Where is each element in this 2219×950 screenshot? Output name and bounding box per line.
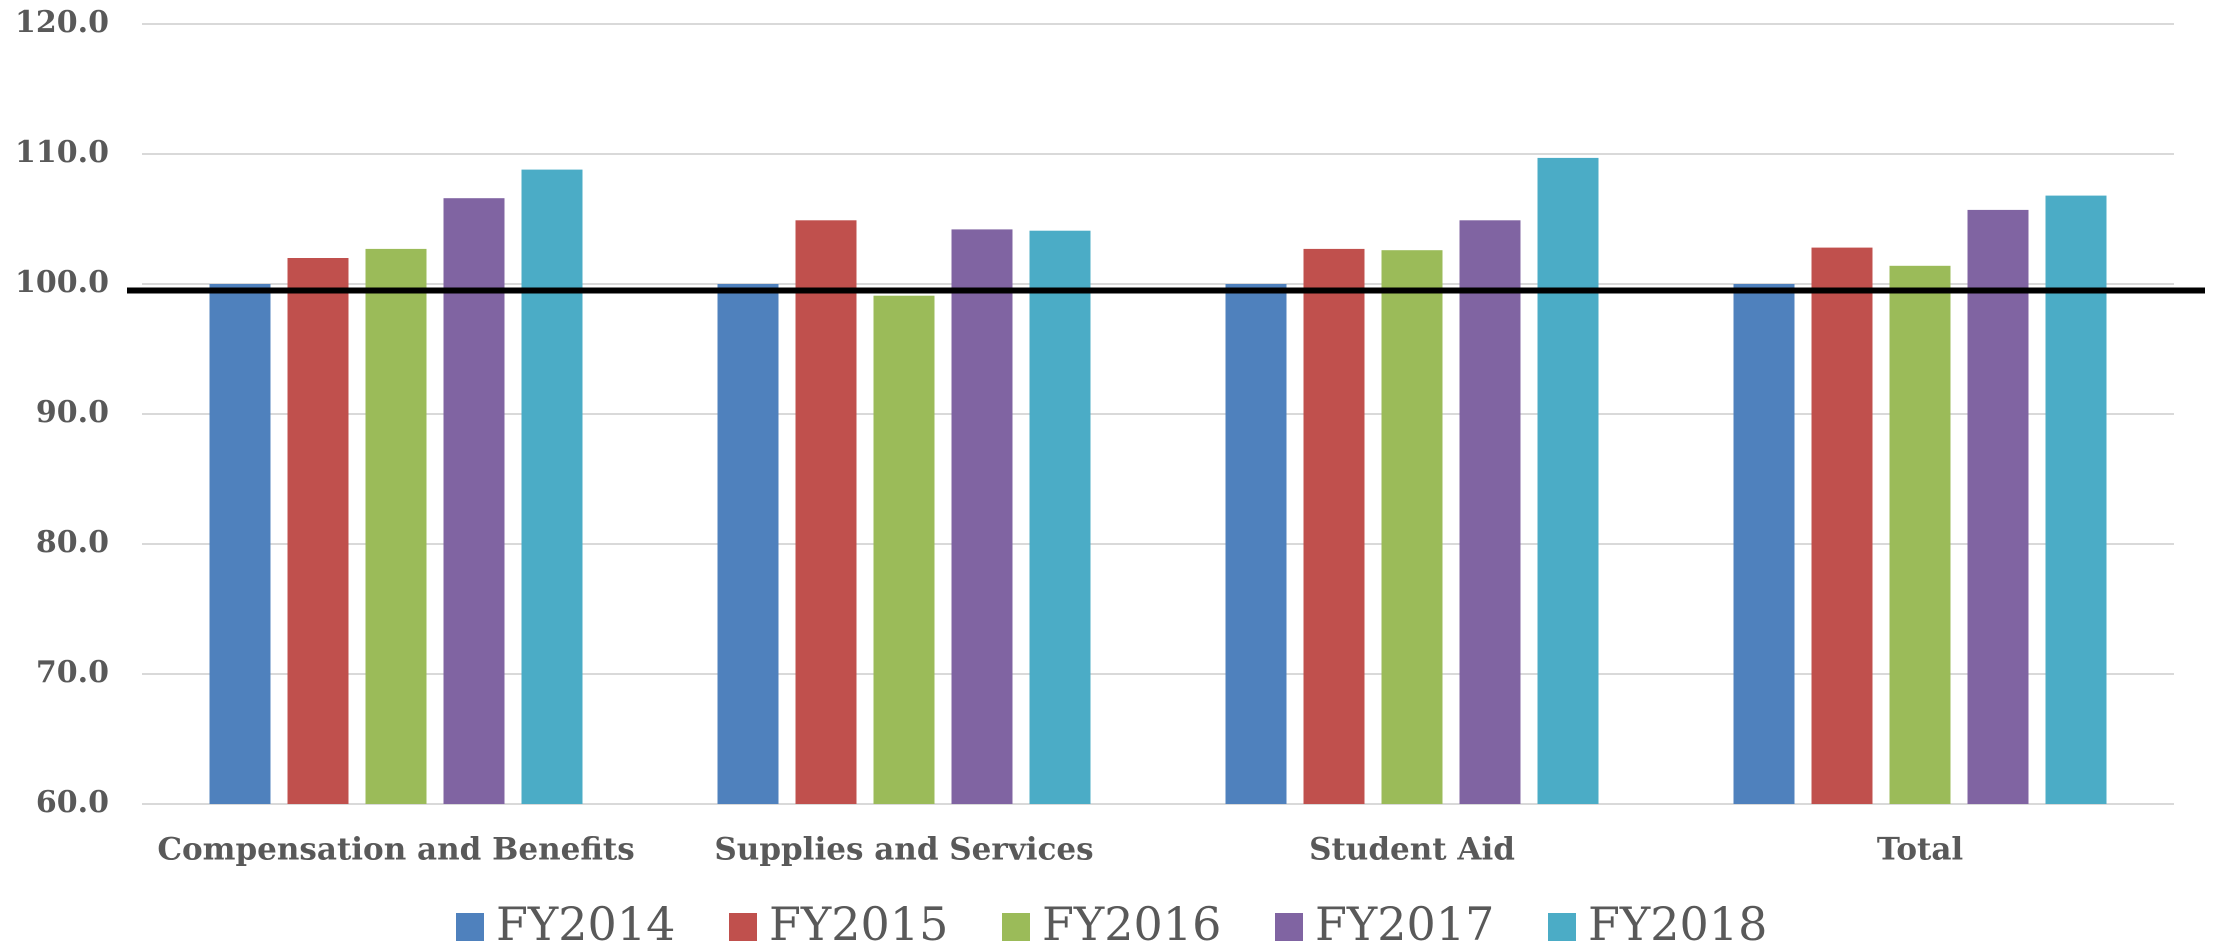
y-tick-label: 100.0 (15, 265, 109, 300)
bar (795, 220, 857, 805)
y-tick-label: 70.0 (36, 655, 109, 690)
bar (1381, 250, 1443, 804)
legend-label: FY2017 (1315, 897, 1494, 950)
y-tick-label: 90.0 (36, 395, 109, 430)
bar (1303, 248, 1365, 804)
y-tick-label: 80.0 (36, 525, 109, 560)
bar (1889, 265, 1951, 804)
bar (873, 295, 935, 804)
bar (1459, 220, 1521, 805)
bar (717, 284, 779, 804)
y-tick-label: 60.0 (36, 785, 109, 820)
legend-label: FY2015 (769, 897, 948, 950)
legend-swatch (1548, 913, 1576, 941)
x-tick-label: Compensation and Benefits (157, 832, 634, 868)
bar (443, 198, 505, 804)
bar (365, 248, 427, 804)
y-tick-label: 110.0 (15, 135, 109, 170)
bar (1967, 209, 2029, 804)
bar (2045, 195, 2107, 805)
bar (521, 169, 583, 805)
bar (1225, 284, 1287, 804)
legend-swatch (729, 913, 757, 941)
legend-label: FY2018 (1588, 897, 1767, 950)
legend-label: FY2016 (1042, 897, 1221, 950)
legend-swatch (456, 913, 484, 941)
bar (1733, 284, 1795, 804)
y-tick-label: 120.0 (15, 5, 109, 40)
x-tick-label: Student Aid (1309, 832, 1515, 868)
bar (1029, 230, 1091, 804)
bar (1811, 247, 1873, 805)
bar (951, 229, 1013, 804)
x-tick-label: Total (1877, 832, 1963, 868)
legend-label: FY2014 (496, 897, 675, 950)
bar (287, 258, 349, 804)
bar (1537, 157, 1599, 804)
bar (209, 284, 271, 804)
legend-swatch (1275, 913, 1303, 941)
x-tick-label: Supplies and Services (714, 832, 1093, 868)
legend-swatch (1002, 913, 1030, 941)
